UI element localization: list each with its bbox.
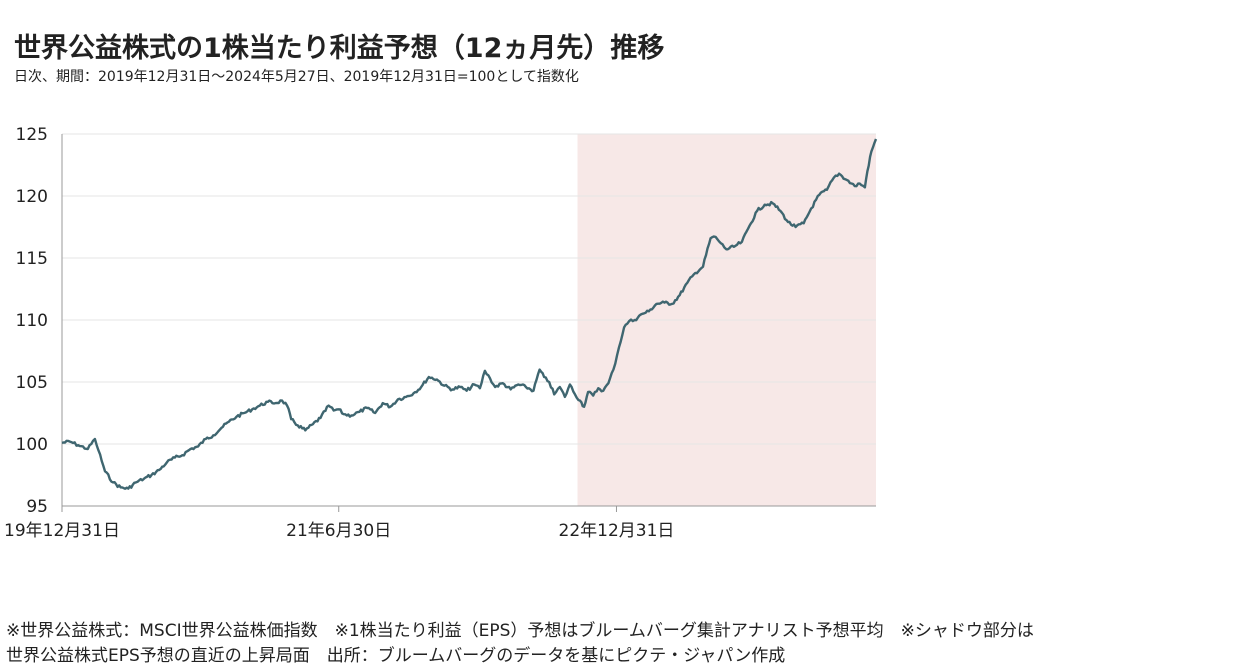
y-tick-label: 115 [16, 249, 48, 269]
x-tick-label: 19年12月31日 [4, 521, 120, 541]
y-tick-label: 110 [16, 311, 48, 331]
tick-label-layer: 95 100 105 110 115 120 125 19年12月31日 21年6月30日 22年… [4, 125, 674, 541]
y-tick-label: 125 [16, 125, 48, 145]
grid-layer [62, 133, 876, 445]
x-tick-label: 21年6月30日 [286, 521, 391, 541]
chart-title: 世界公益株式の1株当たり利益予想（12ヵ月先）推移 [14, 33, 665, 64]
y-tick-label: 105 [16, 373, 48, 393]
y-tick-label: 95 [26, 497, 48, 517]
footnote-line-1: ※世界公益株式：MSCI世界公益株価指数 ※1株当たり利益（EPS）予想はブルー… [6, 621, 1034, 641]
y-tick-label: 120 [16, 187, 48, 207]
series-layer [61, 138, 878, 490]
chart-subtitle: 日次、期間：2019年12月31日～2024年5月27日、2019年12月31日… [14, 69, 579, 85]
footnote-line-2: 世界公益株式EPS予想の直近の上昇局面 出所：ブルームバーグのデータを基にピクテ… [6, 646, 786, 666]
line-chart: 95 100 105 110 115 120 125 19年12月31日 21年6月30日 22年… [4, 125, 878, 541]
series-line [61, 138, 878, 490]
y-tick-label: 100 [16, 435, 48, 455]
axis-layer [61, 134, 876, 512]
x-tick-label: 22年12月31日 [559, 521, 675, 541]
